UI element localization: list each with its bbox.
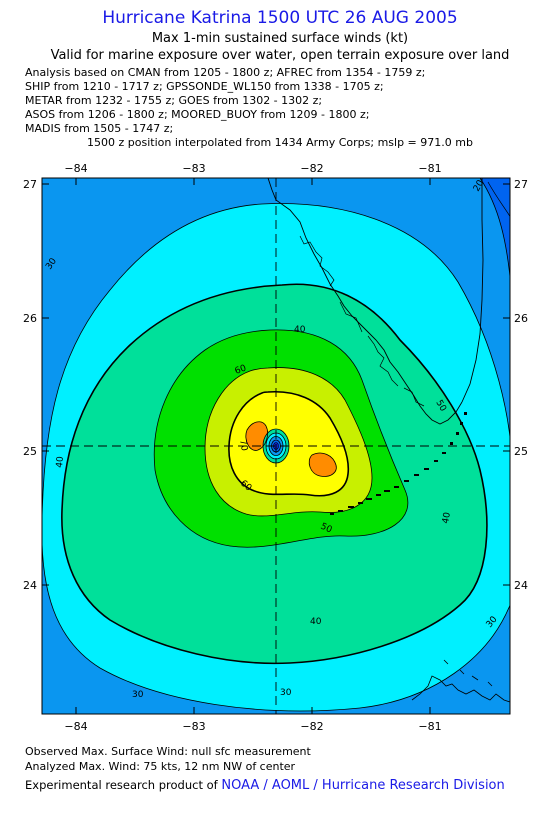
fill-above-80kt-south <box>309 453 337 477</box>
wind-contour-lines <box>42 178 510 712</box>
key-island <box>338 510 343 512</box>
key-island <box>414 474 419 476</box>
lon-tick-label: −82 <box>300 720 323 733</box>
center-crosshair <box>42 178 510 714</box>
map-subtitle-exposure: Valid for marine exposure over water, op… <box>50 48 510 63</box>
lat-tick-label: 24 <box>23 579 37 592</box>
lat-tick-label: 24 <box>514 579 528 592</box>
contour-line-30kt <box>42 203 510 712</box>
lon-tick-label: −84 <box>64 162 87 175</box>
plot-frame <box>41 177 511 715</box>
key-island <box>376 494 381 496</box>
latitude-labels-right: 27 26 25 24 <box>514 178 528 592</box>
contour-label: 40 <box>441 511 453 524</box>
contour-line-80kt-south <box>308 452 337 477</box>
map-title: Hurricane Katrina 1500 UTC 26 AUG 2005 <box>102 8 458 28</box>
cuba-coast <box>411 659 510 703</box>
lat-tick-label: 25 <box>514 445 528 458</box>
contour-label: 40 <box>310 617 322 627</box>
lon-tick-label: −82 <box>300 162 323 175</box>
key-island <box>366 498 372 500</box>
organization-name: NOAA / AOML / Hurricane Research Divisio… <box>221 778 505 793</box>
longitude-labels-top: −84 −83 −82 −81 <box>64 162 441 175</box>
contour-line-50kt <box>153 329 409 548</box>
contour-label: 40 <box>55 456 66 469</box>
product-credit: Experimental research product of NOAA / … <box>25 778 505 793</box>
key-island <box>464 412 467 415</box>
lon-tick-label: −83 <box>182 162 205 175</box>
contour-line-40kt <box>61 283 488 665</box>
key-island <box>330 513 334 515</box>
contour-line-60kt <box>204 367 373 517</box>
product-credit-prefix: Experimental research product of <box>25 778 222 792</box>
key-island <box>442 452 446 454</box>
key-island <box>404 480 409 482</box>
lat-tick-label: 27 <box>514 178 528 191</box>
key-island <box>358 502 363 504</box>
florida-keys <box>330 412 467 515</box>
cuba-coastline <box>411 675 510 703</box>
key-island <box>450 442 453 445</box>
analysis-line: SHIP from 1210 - 1717 z; GPSSONDE_WL150 … <box>25 80 384 93</box>
contour-line-20kt <box>479 178 510 281</box>
interpolation-note: 1500 z position interpolated from 1434 A… <box>87 136 473 149</box>
longitude-labels-bottom: −84 −83 −82 −81 <box>64 720 441 733</box>
lat-tick-label: 25 <box>23 445 37 458</box>
cuba-islets <box>443 659 493 687</box>
observed-max-wind: Observed Max. Surface Wind: null sfc mea… <box>25 745 311 758</box>
fill-above-80kt-west <box>245 421 268 451</box>
contour-label: 40 <box>294 325 306 335</box>
lon-tick-label: −81 <box>418 162 441 175</box>
contour-label: 60 <box>234 363 248 376</box>
key-island <box>456 432 459 435</box>
analysis-line: METAR from 1232 - 1755 z; GOES from 1302… <box>25 94 323 107</box>
latitude-labels-left: 27 26 25 24 <box>23 178 37 592</box>
key-island <box>434 460 438 462</box>
key-island <box>394 486 399 488</box>
key-island <box>424 468 429 470</box>
contour-label: 30 <box>132 690 144 700</box>
analysis-line: Analysis based on CMAN from 1205 - 1800 … <box>25 66 426 79</box>
axis-ticks <box>42 178 510 714</box>
coastline-florida-atlantic <box>461 178 484 403</box>
coastline-inland-lake <box>487 181 510 218</box>
lon-tick-label: −84 <box>64 720 87 733</box>
lat-tick-label: 26 <box>23 312 37 325</box>
analysis-line: MADIS from 1505 - 1747 z; <box>25 122 174 135</box>
contour-label: 30 <box>280 688 292 698</box>
map-subtitle-units: Max 1-min sustained surface winds (kt) <box>151 31 409 46</box>
analysis-sources: Analysis based on CMAN from 1205 - 1800 … <box>25 66 425 136</box>
coastline-florida-gulf <box>267 178 463 425</box>
key-island <box>384 490 390 492</box>
coastline-bays <box>339 301 425 407</box>
contour-label: 50 <box>319 522 334 536</box>
coastline-florida <box>267 178 510 425</box>
coastline-ten-thousand-islands <box>299 235 399 387</box>
lat-tick-label: 27 <box>23 178 37 191</box>
lon-tick-label: −81 <box>418 720 441 733</box>
contour-line-70kt <box>228 390 350 497</box>
lat-tick-label: 26 <box>514 312 528 325</box>
lon-tick-label: −83 <box>182 720 205 733</box>
key-island <box>348 506 354 508</box>
contour-line-80kt-west <box>245 421 268 451</box>
contour-label: 70 <box>237 439 249 452</box>
key-island <box>460 422 463 425</box>
analyzed-max-wind: Analyzed Max. Wind: 75 kts, 12 nm NW of … <box>25 760 296 773</box>
analysis-line: ASOS from 1206 - 1800 z; MOORED_BUOY fro… <box>25 108 370 121</box>
